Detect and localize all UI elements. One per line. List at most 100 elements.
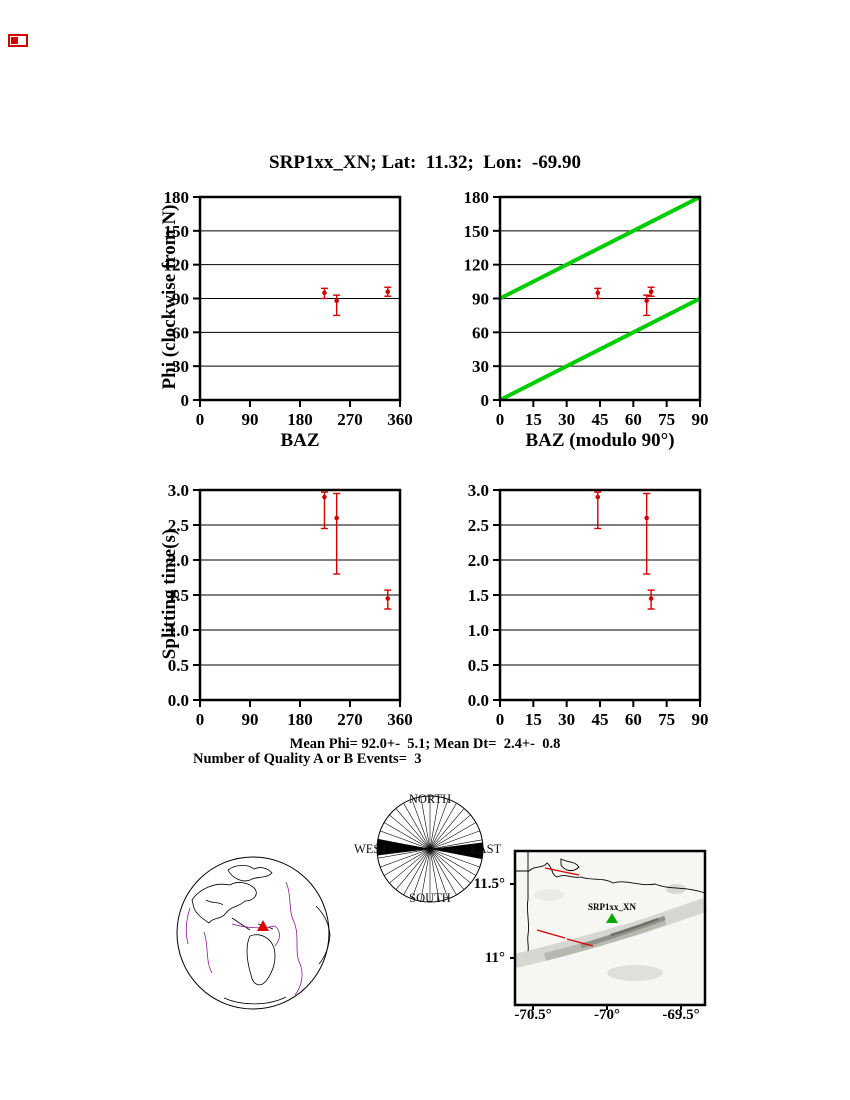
x-tick-label: 30: [558, 410, 575, 429]
y-tick-label: 90: [472, 290, 489, 309]
lat-tick-label: 11.5°: [473, 876, 505, 892]
map-coastline: [515, 851, 706, 952]
phi-vs-baz-chart: 0 90 180 270 360 0 30 60 90 120 150 180: [164, 188, 413, 429]
data-point: [322, 290, 327, 296]
x-tick-label: 15: [525, 710, 542, 729]
map-background: [515, 851, 705, 1005]
y-tick-label: 30: [172, 357, 189, 376]
data-point: [644, 298, 649, 304]
globe-outline: [176, 856, 330, 1010]
lon-tick-label: -70.5°: [514, 1007, 552, 1023]
x-tick-label: 270: [337, 710, 363, 729]
event-count-text: Number of Quality A or B Events= 3: [193, 751, 422, 767]
y-tick-label: 3.0: [168, 481, 189, 500]
dt-vs-baz-mod90-chart: 0 15 30 45 60 75 90 0.0 0.5 1.0 1.5 2.0 2.5 3.0: [468, 481, 709, 729]
y-tick-label: 0.5: [468, 656, 489, 675]
lon-tick-label: -69.5°: [662, 1007, 700, 1023]
rose-circle: [376, 795, 484, 903]
data-point: [644, 515, 649, 521]
y-tick-label: 2.0: [168, 551, 189, 570]
y-tick-label: 180: [464, 188, 490, 207]
modulo-reference-line: [499, 195, 701, 301]
x-tick-label: 270: [337, 410, 363, 429]
y-tick-label: 120: [164, 256, 190, 275]
x-tick-label: 90: [242, 410, 259, 429]
data-point: [334, 298, 339, 304]
globe-location-map: [176, 856, 331, 1010]
compass-south-label: SOUTH: [409, 891, 451, 905]
y-tick-label: 0.5: [168, 656, 189, 675]
y-tick-label: 60: [172, 323, 189, 342]
x-tick-label: 180: [287, 410, 313, 429]
station-marker-globe: [257, 920, 269, 931]
compass-east-label: EAST: [470, 842, 502, 856]
page-title: SRP1xx_XN; Lat: 11.32; Lon: -69.90: [269, 152, 581, 173]
y-tick-label: 1.5: [468, 586, 489, 605]
x-tick-label: 90: [692, 410, 709, 429]
y-tick-label: 2.0: [468, 551, 489, 570]
x-tick-label: 75: [658, 410, 675, 429]
y-tick-label: 1.5: [168, 586, 189, 605]
y-tick-label: 0: [181, 391, 190, 410]
data-point: [385, 596, 391, 601]
map-frame: [513, 849, 707, 1007]
y-tick-label: 0.0: [168, 691, 189, 710]
modulo-reference-line: [499, 296, 701, 402]
x-tick-label: 15: [525, 410, 542, 429]
x-tick-label: 0: [196, 410, 205, 429]
baz-mod90-axis-label: BAZ (modulo 90°): [525, 430, 675, 451]
y-tick-label: 2.5: [468, 516, 489, 535]
fast-direction-rose-diagram: [375, 794, 485, 904]
mean-values-text: Mean Phi= 92.0+- 5.1; Mean Dt= 2.4+- 0.8: [289, 736, 561, 752]
y-tick-label: 1.0: [468, 621, 489, 640]
x-tick-label: 45: [592, 710, 609, 729]
y-tick-label: 150: [464, 222, 490, 241]
x-tick-label: 0: [196, 710, 205, 729]
x-tick-label: 45: [592, 410, 609, 429]
y-tick-label: 120: [464, 256, 490, 275]
lat-tick-label: 11°: [484, 950, 505, 966]
map-terrain: [513, 884, 708, 981]
phi-vs-baz-mod90-chart: 0 15 30 45 60 75 90 0 30 60 90 120 150 180: [464, 188, 709, 429]
x-tick-label: 30: [558, 710, 575, 729]
y-tick-label: 30: [472, 357, 489, 376]
x-tick-label: 360: [387, 710, 413, 729]
y-tick-label: 3.0: [468, 481, 489, 500]
globe-plate-boundaries: [185, 881, 303, 996]
globe-coastlines: [191, 864, 331, 1005]
x-tick-label: 0: [496, 710, 505, 729]
data-point: [595, 494, 601, 500]
compass-north-label: NORTH: [408, 792, 452, 806]
data-point: [334, 515, 339, 521]
y-tick-label: 150: [164, 222, 190, 241]
x-tick-label: 60: [625, 710, 642, 729]
data-point: [385, 289, 391, 295]
x-tick-label: 360: [387, 410, 413, 429]
station-label: SRP1xx_XN: [588, 902, 637, 912]
y-tick-label: 1.0: [168, 621, 189, 640]
y-tick-label: 2.5: [168, 516, 189, 535]
y-tick-label: 60: [472, 323, 489, 342]
y-tick-label: 0.0: [468, 691, 489, 710]
data-point: [322, 494, 327, 500]
data-point: [648, 596, 654, 601]
data-point: [595, 290, 601, 296]
map-fault-lines: [536, 867, 594, 947]
lon-tick-label: -70°: [594, 1007, 620, 1023]
x-tick-label: 60: [625, 410, 642, 429]
x-tick-label: 180: [287, 710, 313, 729]
x-tick-label: 90: [692, 710, 709, 729]
gmt-timestamp-logo: [8, 34, 28, 47]
fast-direction-wedge: [377, 838, 430, 856]
y-tick-label: 90: [172, 290, 189, 309]
x-tick-label: 90: [242, 710, 259, 729]
x-tick-label: 0: [496, 410, 505, 429]
dt-vs-baz-chart: 0 90 180 270 360 0.0 0.5 1.0 1.5 2.0 2.5 3.0: [168, 481, 413, 729]
y-tick-label: 0: [481, 391, 490, 410]
y-tick-label: 180: [164, 188, 190, 207]
x-tick-label: 75: [658, 710, 675, 729]
data-point: [648, 289, 654, 295]
compass-west-label: WEST: [353, 842, 388, 856]
fast-direction-wedge: [430, 842, 483, 860]
regional-station-map: SRP1xx_XN: [510, 849, 708, 1010]
